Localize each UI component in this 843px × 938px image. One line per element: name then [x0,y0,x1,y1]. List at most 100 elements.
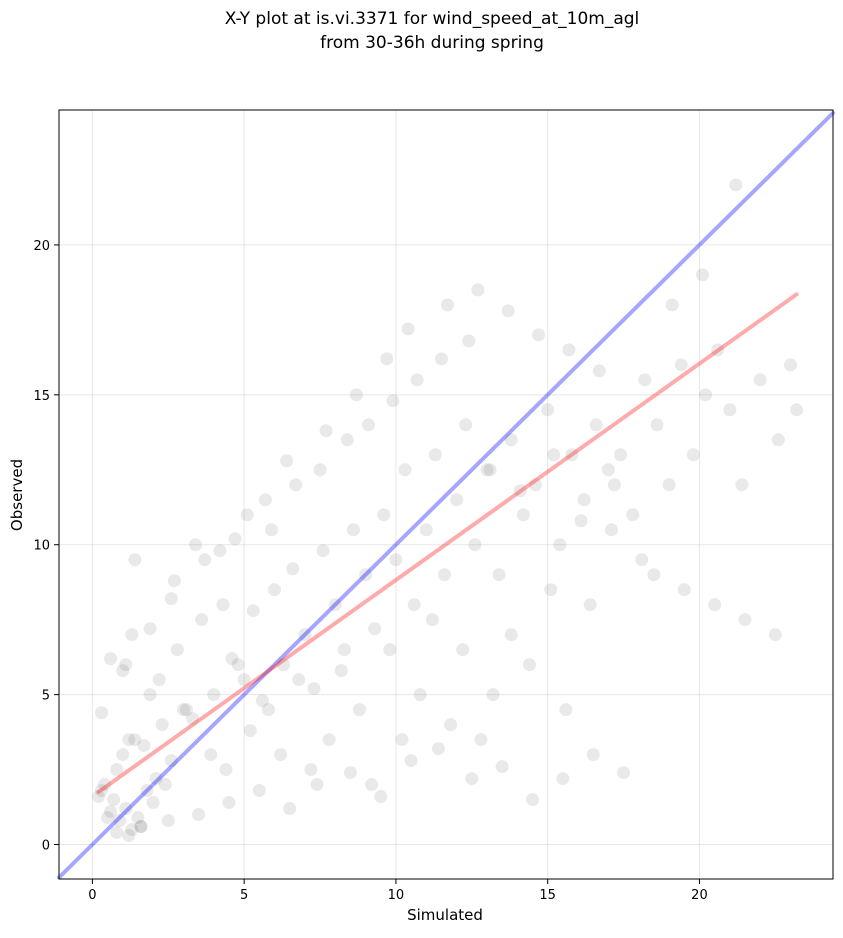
x-tick-label: 10 [388,888,405,903]
data-point [753,373,767,387]
data-point [541,403,555,417]
data-point [283,802,297,816]
data-point [383,643,397,657]
data-point [738,613,752,627]
data-point [125,628,139,642]
data-point [708,598,722,612]
chart-title-line1: X-Y plot at is.vi.3371 for wind_speed_at… [225,9,640,29]
data-point [137,739,151,753]
data-point [198,553,212,567]
data-point [222,796,236,810]
data-point [225,652,239,666]
data-point [91,790,105,804]
x-tick-label: 15 [539,888,556,903]
data-point [513,484,527,498]
data-point [346,523,360,537]
plot-frame [58,109,834,880]
data-point [94,706,108,720]
data-point [113,814,127,828]
data-point [195,613,209,627]
data-point [134,820,148,834]
y-axis: 0 5 10 15 20 [33,239,59,854]
data-point [237,673,251,687]
data-point [161,814,175,828]
data-point [516,508,530,522]
data-point [790,403,804,417]
data-point [650,418,664,432]
data-point [711,343,725,357]
data-point [617,766,631,780]
data-point [471,283,485,297]
data-point [328,598,342,612]
data-point [425,613,439,627]
data-point [474,733,488,747]
data-point [116,664,130,678]
data-point [255,694,269,708]
data-point [592,364,606,378]
fit-line [57,110,835,880]
data-point [337,643,351,657]
data-point [164,754,178,768]
data-point [413,688,427,702]
data-point [264,523,278,537]
data-point [522,658,536,672]
points-layer [91,178,804,843]
data-point [240,508,254,522]
data-point [104,652,118,666]
data-point [465,772,479,786]
data-point [626,508,640,522]
data-point [601,463,615,477]
data-point [365,778,379,792]
data-point [404,754,418,768]
data-point [407,598,421,612]
data-point [456,643,470,657]
data-point [784,358,798,372]
data-point [334,664,348,678]
data-point [292,673,306,687]
data-point [340,433,354,447]
data-point [492,568,506,582]
data-point [107,793,121,807]
data-point [437,568,451,582]
data-point [310,778,324,792]
data-point [104,805,118,819]
data-point [219,763,233,777]
data-point [352,703,366,717]
data-point [377,508,391,522]
data-point [110,763,124,777]
data-point [252,784,266,798]
data-point [504,433,518,447]
data-point [207,688,221,702]
data-point [389,553,403,567]
fit-line [96,292,799,795]
y-tick-label: 15 [33,389,50,404]
data-point [723,403,737,417]
data-point [268,583,282,597]
data-point [116,748,130,762]
data-point [304,763,318,777]
data-point [122,733,136,747]
data-point [313,463,327,477]
data-point [140,784,154,798]
data-point [322,733,336,747]
data-point [638,373,652,387]
data-point [380,352,394,366]
data-point [280,454,294,468]
data-point [699,388,713,402]
data-point [565,448,579,462]
data-point [307,682,321,696]
data-point [501,304,515,318]
data-point [122,829,136,843]
data-point [143,688,157,702]
data-point [677,583,691,597]
data-point [574,514,588,528]
data-point [577,493,591,507]
data-point [274,748,288,762]
data-point [167,574,181,588]
data-point [735,478,749,492]
grid-lines [59,110,833,879]
data-point [261,703,275,717]
x-axis: 0 5 10 15 20 [88,879,708,903]
data-point [128,553,142,567]
chart-title-line2: from 30-36h during spring [320,33,544,53]
